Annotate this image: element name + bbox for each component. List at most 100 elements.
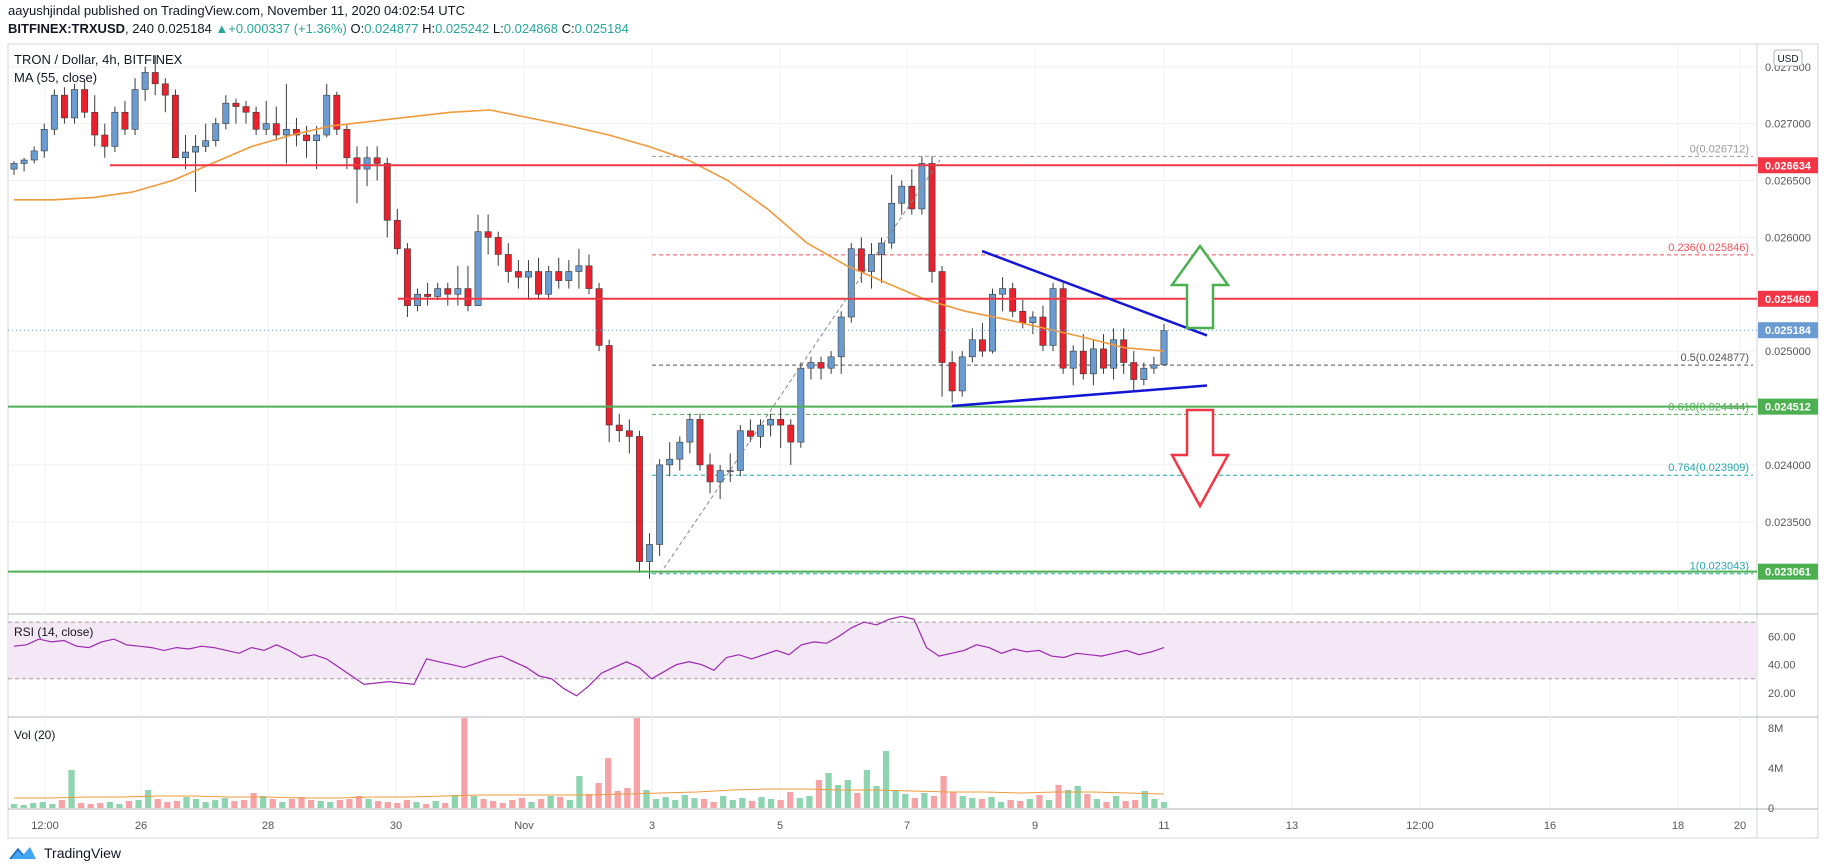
candle-body: [1160, 330, 1168, 366]
candle: [605, 339, 613, 443]
volume-bar: [58, 800, 66, 808]
candle-body: [504, 254, 512, 272]
volume-bar: [422, 804, 430, 808]
volume-bar: [969, 798, 976, 808]
volume-bar: [547, 796, 554, 808]
candle-body: [1130, 362, 1138, 380]
candle: [1100, 334, 1107, 374]
volume-bar: [1132, 800, 1139, 808]
candle-body: [464, 288, 472, 306]
candle-body: [525, 271, 532, 278]
candle: [807, 356, 815, 380]
low-label: L:: [492, 21, 504, 36]
candle-body: [151, 72, 159, 85]
candle-body: [171, 94, 179, 159]
volume-bar: [902, 794, 909, 808]
volume-bar: [125, 801, 133, 808]
candle-body: [343, 129, 351, 159]
volume-bar: [605, 758, 612, 808]
x-tick-label: 11: [1158, 820, 1169, 832]
candle-body: [373, 157, 381, 164]
volume-bar: [930, 796, 938, 808]
candle-body: [767, 419, 775, 426]
volume-bar: [537, 799, 545, 808]
volume-bar: [106, 802, 113, 808]
candle: [282, 83, 290, 164]
candle-body: [736, 430, 744, 471]
candle-body: [262, 123, 270, 130]
candle-body: [1049, 288, 1057, 346]
x-tick-label: 12:00: [1406, 820, 1434, 832]
candle: [91, 95, 99, 147]
volume-bar: [1160, 802, 1168, 808]
x-tick-label: 30: [390, 820, 402, 832]
volume-bar: [1026, 799, 1033, 808]
volume-bar: [461, 718, 468, 808]
candle: [736, 425, 744, 477]
candle: [504, 243, 512, 283]
volume-bar: [307, 800, 315, 808]
volume-y-tick: 4M: [1768, 763, 1783, 775]
volume-bar: [87, 804, 94, 808]
candle-body: [91, 111, 99, 136]
volume-bar: [643, 790, 650, 808]
candle: [293, 117, 300, 147]
volume-bar: [317, 801, 324, 808]
candle-body: [938, 271, 946, 363]
candle: [898, 180, 906, 215]
volume-bar: [336, 800, 343, 808]
volume-bar: [403, 800, 411, 808]
candle: [202, 123, 210, 153]
volume-y-tick: 0: [1768, 803, 1774, 815]
volume-bar: [231, 801, 238, 808]
symbol-name[interactable]: BITFINEX:TRXUSD: [8, 21, 125, 36]
close-label: C:: [561, 21, 575, 36]
candle: [252, 106, 260, 135]
price-axis-tag: 0.025184: [1758, 322, 1818, 339]
volume-bar: [394, 803, 401, 808]
breakout-up-arrow: [1169, 243, 1231, 330]
footer-brand[interactable]: TradingView: [8, 842, 121, 864]
candle: [222, 95, 230, 130]
candle: [535, 257, 542, 300]
candle-body: [978, 339, 986, 352]
candle-body: [40, 129, 48, 152]
candle: [615, 413, 623, 443]
candle: [131, 78, 139, 135]
volume-bar: [720, 796, 727, 808]
candle: [343, 123, 351, 170]
candle-body: [807, 362, 815, 369]
candle: [50, 89, 58, 135]
volume-bar: [1074, 786, 1081, 808]
y-tick-label: 0.024000: [1765, 460, 1811, 472]
volume-bar: [882, 751, 890, 808]
candle: [1079, 334, 1087, 380]
candle-body: [50, 94, 58, 130]
volume-bar: [633, 718, 641, 808]
breakdown-down-arrow: [1169, 408, 1231, 509]
x-tick-label: 12:00: [31, 820, 59, 832]
candlestick-series: [10, 55, 1168, 579]
candle-body: [131, 89, 139, 130]
candle: [958, 351, 966, 397]
volume-bar: [164, 802, 171, 808]
candle: [323, 83, 331, 138]
candle-body: [303, 134, 310, 141]
volume-bar: [672, 800, 679, 808]
price-tag-label: 0.024512: [1765, 402, 1811, 414]
volume-bar: [39, 802, 46, 808]
candle: [333, 91, 341, 135]
candle-body: [595, 288, 603, 346]
y-tick-label: 0.027000: [1765, 119, 1811, 131]
candle-body: [414, 293, 421, 306]
candle: [182, 135, 189, 170]
candle-body: [989, 293, 996, 352]
volume-bar: [97, 803, 104, 808]
candle-body: [646, 544, 653, 562]
candle: [464, 265, 472, 312]
volume-bar: [557, 797, 564, 808]
fib-level-label: 0.5(0.024877): [1681, 352, 1750, 364]
volume-bar: [145, 790, 152, 808]
volume-bar: [499, 803, 506, 808]
